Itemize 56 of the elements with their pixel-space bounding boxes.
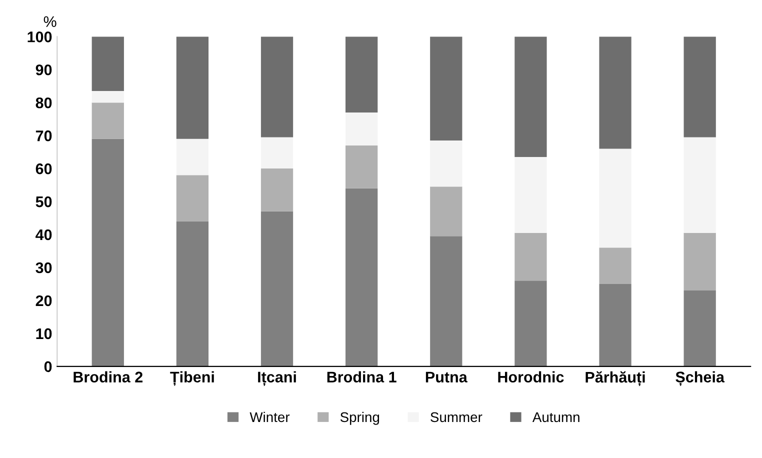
y-tick-label: 50 xyxy=(36,196,52,208)
x-tick-label: Putna xyxy=(426,372,468,382)
bar xyxy=(430,140,462,187)
bar xyxy=(176,138,209,176)
bar xyxy=(684,137,716,233)
bar xyxy=(514,232,547,281)
bar xyxy=(346,188,378,366)
bar xyxy=(430,236,462,366)
x-tick-label: Brodina 2 xyxy=(74,371,143,382)
bar xyxy=(684,36,716,138)
y-tick-label: 30 xyxy=(36,262,52,274)
legend-label: Spring xyxy=(340,412,380,425)
bar xyxy=(599,36,632,149)
bar xyxy=(346,36,378,112)
x-tick-label: Părhăuți xyxy=(586,371,645,386)
bar xyxy=(260,36,294,138)
legend-label: Summer xyxy=(430,412,482,422)
bar xyxy=(260,168,294,212)
legend-label: Winter xyxy=(250,412,290,422)
x-tick-label: Șcheia xyxy=(676,371,725,386)
y-axis-title: % xyxy=(44,16,56,27)
bar xyxy=(684,232,716,291)
y-tick-label: 70 xyxy=(36,130,52,142)
bar xyxy=(430,36,462,141)
bar xyxy=(514,157,547,233)
bar xyxy=(176,36,209,139)
x-tick-label: Ițcani xyxy=(258,371,296,386)
x-tick-label: Horodnic xyxy=(498,371,564,382)
bar xyxy=(92,91,124,103)
bar xyxy=(599,248,632,284)
bar xyxy=(599,148,632,248)
bar xyxy=(346,112,378,146)
bar xyxy=(92,138,124,366)
bar xyxy=(176,221,209,366)
bar xyxy=(599,284,632,366)
bar xyxy=(92,102,124,139)
y-tick-label: 80 xyxy=(36,97,52,108)
y-tick-label: 40 xyxy=(36,229,52,240)
x-tick-label: Brodina 1 xyxy=(327,371,396,382)
legend-label: Autumn xyxy=(532,412,580,422)
y-tick-label: 0 xyxy=(44,361,52,372)
y-tick-label: 90 xyxy=(36,64,52,76)
bar xyxy=(684,290,716,366)
bar xyxy=(92,36,124,92)
y-tick-label: 20 xyxy=(36,295,52,306)
y-tick-label: 60 xyxy=(36,163,52,174)
x-tick-label: Țibeni xyxy=(170,371,214,386)
bar xyxy=(260,137,294,169)
bar xyxy=(514,36,547,157)
y-tick-label: 100 xyxy=(28,32,52,42)
bar xyxy=(176,175,209,222)
bar xyxy=(430,186,462,236)
y-tick-label: 10 xyxy=(36,328,52,340)
bar xyxy=(514,280,547,366)
bar xyxy=(346,145,378,188)
bar xyxy=(260,211,294,366)
